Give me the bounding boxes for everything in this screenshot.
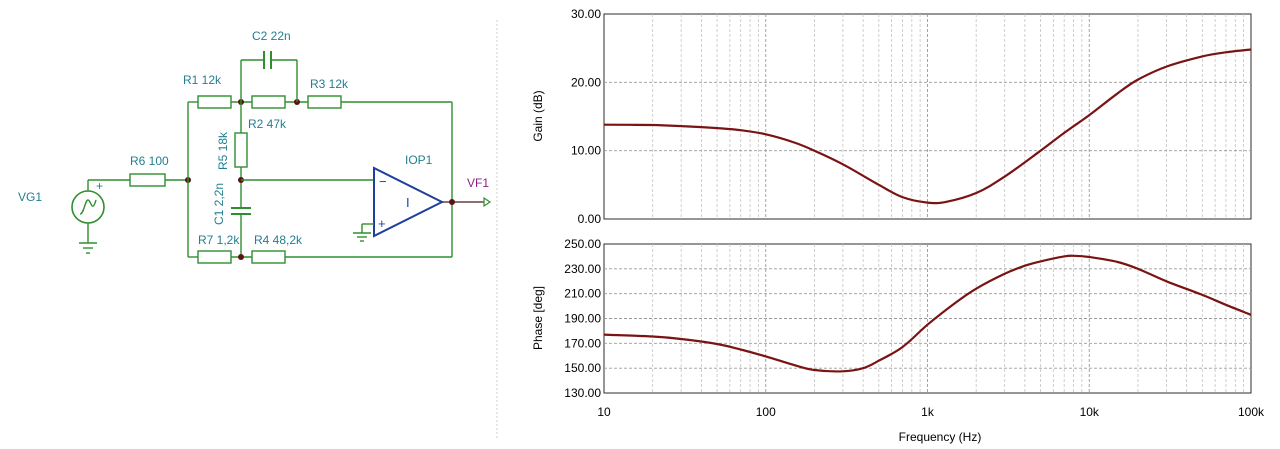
- c2-label: C2 22n: [252, 29, 291, 43]
- sine-wave-icon: [79, 199, 97, 215]
- vg1-label: VG1: [18, 190, 42, 204]
- phase-plot: 130.00 150.00 170.00 190.00 210.00 230.00 250.…: [531, 237, 1265, 444]
- resistor-r6[interactable]: [129, 173, 166, 187]
- y-tick-label: 210.00: [564, 287, 601, 301]
- gain-plot: 0.00 10.00 20.00 30.00 Gain (dB): [531, 7, 1252, 226]
- r3-label: R3 12k: [310, 77, 349, 91]
- phase-y-label: Phase [deg]: [531, 286, 545, 350]
- x-tick-label: 100: [756, 405, 776, 419]
- iop1-label: IOP1: [405, 153, 433, 167]
- circuit-schematic: + VG1 R6 100 R1 12k R2 47k R3 12k C2: [18, 29, 492, 264]
- resistor-r2[interactable]: [251, 95, 286, 109]
- y-tick-label: 0.00: [578, 212, 602, 226]
- resistor-r1[interactable]: [197, 95, 232, 109]
- y-tick-label: 10.00: [571, 144, 601, 158]
- resistor-r4[interactable]: [251, 250, 286, 264]
- phase-curve: [603, 254, 1252, 373]
- r6-label: R6 100: [130, 154, 169, 168]
- y-tick-label: 150.00: [564, 361, 601, 375]
- gain-grid: [604, 14, 1251, 219]
- y-tick-label: 20.00: [571, 75, 601, 89]
- voltage-source-icon[interactable]: [71, 190, 105, 224]
- y-tick-label: 230.00: [564, 262, 601, 276]
- x-tick-label: 10: [597, 405, 611, 419]
- frequency-x-ticks: 10 100 1k 10k 100k: [597, 405, 1265, 419]
- r5-label: R5 18k: [216, 131, 230, 170]
- source-plus-sign: +: [96, 179, 103, 193]
- output-probe-icon[interactable]: [483, 196, 492, 208]
- resistor-r5[interactable]: [234, 132, 248, 168]
- r1-label: R1 12k: [183, 73, 222, 87]
- y-tick-label: 170.00: [564, 336, 601, 350]
- resistor-r7[interactable]: [197, 250, 232, 264]
- x-tick-label: 100k: [1238, 405, 1265, 419]
- opamp-mark: I: [406, 195, 410, 210]
- opamp-icon[interactable]: [373, 166, 445, 238]
- c1-label: C1 2,2n: [212, 183, 226, 225]
- r4-label: R4 48,2k: [254, 233, 303, 247]
- gain-y-ticks: 0.00 10.00 20.00 30.00: [571, 7, 601, 226]
- r2-label: R2 47k: [248, 117, 287, 131]
- y-tick-label: 190.00: [564, 312, 601, 326]
- y-tick-label: 250.00: [564, 237, 601, 251]
- vf1-label: VF1: [467, 176, 489, 190]
- resistor-r3[interactable]: [307, 95, 342, 109]
- phase-y-ticks: 130.00 150.00 170.00 190.00 210.00 230.00 250.…: [564, 237, 601, 400]
- frequency-x-label: Frequency (Hz): [899, 430, 982, 444]
- opamp-minus-sign: −: [379, 174, 387, 189]
- y-tick-label: 130.00: [564, 386, 601, 400]
- x-tick-label: 10k: [1080, 405, 1100, 419]
- y-tick-label: 30.00: [571, 7, 601, 21]
- r7-label: R7 1,2k: [198, 233, 240, 247]
- gain-curve: [603, 48, 1252, 205]
- gain-y-label: Gain (dB): [531, 90, 545, 141]
- x-tick-label: 1k: [921, 405, 935, 419]
- opamp-plus-sign: +: [378, 216, 386, 231]
